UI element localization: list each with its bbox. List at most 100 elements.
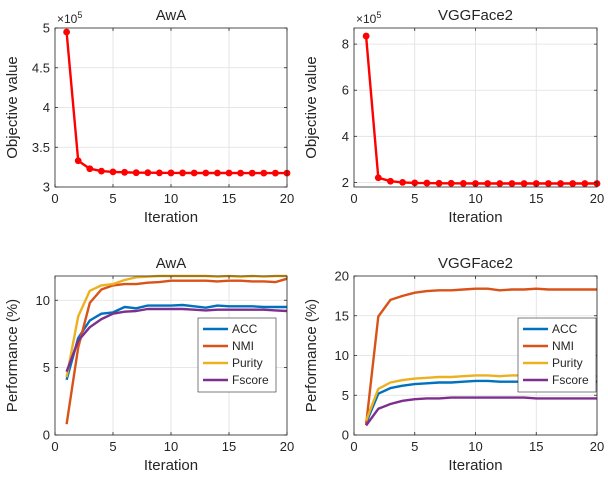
legend-label-purity: Purity bbox=[552, 356, 583, 370]
y-tick-label: 0 bbox=[43, 428, 50, 443]
legend-label-purity: Purity bbox=[232, 356, 263, 370]
series-line-nmi bbox=[65, 277, 287, 425]
data-point bbox=[387, 177, 394, 185]
y-tick-label: 2 bbox=[342, 175, 349, 190]
x-axis-label: Iteration bbox=[448, 457, 502, 474]
data-point bbox=[86, 165, 94, 173]
x-tick-label: 15 bbox=[222, 439, 236, 454]
x-tick-label: 20 bbox=[280, 191, 294, 206]
data-point bbox=[532, 180, 540, 187]
legend-label-fscore: Fscore bbox=[232, 373, 269, 387]
data-point bbox=[225, 169, 233, 177]
x-tick-label: 5 bbox=[411, 191, 418, 206]
y-tick-label: 10 bbox=[36, 293, 50, 308]
chart-panel-4: 0 5 10 15 20 0 5 10 15 20 VGGFace2 Iteration Perform… bbox=[303, 255, 604, 474]
legend: ACC NMI Purity Fscore bbox=[517, 317, 597, 393]
x-tick-label: 10 bbox=[468, 439, 482, 454]
y-tick-label: 3.5 bbox=[32, 140, 50, 155]
legend-label-acc: ACC bbox=[232, 322, 258, 336]
x-tick-label: 15 bbox=[529, 439, 543, 454]
data-point bbox=[569, 180, 577, 187]
data-point bbox=[472, 180, 479, 187]
series-line-fscore bbox=[65, 307, 287, 373]
y-tick-label: 0 bbox=[342, 428, 349, 443]
x-tick-label: 5 bbox=[411, 439, 418, 454]
x-tick-label: 10 bbox=[164, 191, 178, 206]
data-point bbox=[508, 180, 516, 187]
y-tick-label: 8 bbox=[342, 37, 349, 52]
data-point bbox=[520, 180, 528, 187]
x-tick-label: 0 bbox=[51, 191, 58, 206]
x-tick-label: 15 bbox=[529, 191, 543, 206]
series-line-acc bbox=[65, 303, 287, 381]
x-tick-label: 20 bbox=[590, 191, 604, 206]
data-point bbox=[156, 169, 163, 177]
data-point bbox=[557, 180, 564, 187]
x-tick-label: 10 bbox=[164, 439, 178, 454]
y-tick-label: 3 bbox=[43, 180, 50, 195]
y-tick-label: 5 bbox=[43, 21, 50, 36]
chart-title: AwA bbox=[156, 7, 187, 24]
x-tick-label: 15 bbox=[222, 191, 236, 206]
x-tick-label: 0 bbox=[350, 439, 357, 454]
data-point bbox=[98, 167, 105, 175]
y-axis-label: Objective value bbox=[303, 56, 320, 159]
data-point bbox=[272, 169, 279, 177]
data-point bbox=[248, 169, 256, 177]
y-tick-label: 6 bbox=[342, 83, 349, 98]
data-point bbox=[190, 169, 198, 177]
legend-label-nmi: NMI bbox=[232, 339, 254, 353]
data-point bbox=[63, 28, 70, 36]
data-point bbox=[121, 168, 128, 176]
series-line-nmi bbox=[364, 287, 597, 425]
legend-label-fscore: Fscore bbox=[552, 373, 589, 387]
chart-title: AwA bbox=[156, 255, 187, 272]
y-tick-label: 4.5 bbox=[32, 60, 50, 75]
y-axis-label: Performance (%) bbox=[303, 299, 320, 412]
x-tick-label: 0 bbox=[350, 191, 357, 206]
x-axis-label: Iteration bbox=[448, 209, 502, 226]
y-axis-label: Objective value bbox=[4, 56, 21, 159]
legend-label-nmi: NMI bbox=[552, 339, 574, 353]
data-point bbox=[374, 174, 382, 182]
y-exponent-label: ×105 bbox=[356, 10, 381, 26]
y-tick-label: 10 bbox=[335, 348, 349, 363]
legend-label-acc: ACC bbox=[552, 322, 578, 336]
data-point bbox=[496, 180, 504, 187]
series-line-fscore bbox=[365, 396, 597, 427]
data-point bbox=[132, 169, 140, 177]
chart-panel-3: 0 5 10 15 20 0 5 10 AwA Iteration Performance (%) A… bbox=[4, 255, 294, 474]
data-point bbox=[167, 169, 175, 177]
data-point bbox=[484, 180, 492, 187]
data-point bbox=[74, 157, 82, 165]
x-tick-label: 5 bbox=[109, 439, 116, 454]
data-point bbox=[447, 179, 455, 187]
data-point bbox=[237, 169, 245, 177]
chart-panel-1: 0 5 10 15 20 3 3.5 4 4.5 5 ×105 AwA Iteration Objecti… bbox=[4, 7, 294, 226]
data-point bbox=[581, 180, 589, 187]
x-tick-label: 0 bbox=[51, 439, 58, 454]
data-point bbox=[435, 179, 443, 187]
y-tick-label: 5 bbox=[43, 360, 50, 375]
y-axis-label: Performance (%) bbox=[4, 299, 21, 412]
y-tick-label: 4 bbox=[43, 100, 50, 115]
x-tick-label: 20 bbox=[590, 439, 604, 454]
x-tick-label: 20 bbox=[280, 439, 294, 454]
data-point bbox=[459, 180, 467, 187]
chart-panel-2: 0 5 10 15 20 2 4 6 8 ×105 VGGFace2 Iteration Objecti… bbox=[303, 7, 604, 226]
chart-title: VGGFace2 bbox=[438, 255, 513, 272]
data-point bbox=[399, 178, 406, 186]
x-axis-label: Iteration bbox=[144, 457, 198, 474]
x-tick-label: 5 bbox=[109, 191, 116, 206]
x-axis-label: Iteration bbox=[144, 209, 198, 226]
y-tick-label: 20 bbox=[335, 269, 349, 284]
y-tick-label: 4 bbox=[342, 129, 349, 144]
data-point bbox=[144, 169, 152, 177]
data-point bbox=[260, 169, 268, 177]
data-point bbox=[179, 169, 187, 177]
data-point bbox=[423, 179, 431, 187]
data-point bbox=[109, 168, 117, 176]
legend: ACC NMI Purity Fscore bbox=[197, 317, 277, 393]
data-point bbox=[362, 32, 370, 40]
